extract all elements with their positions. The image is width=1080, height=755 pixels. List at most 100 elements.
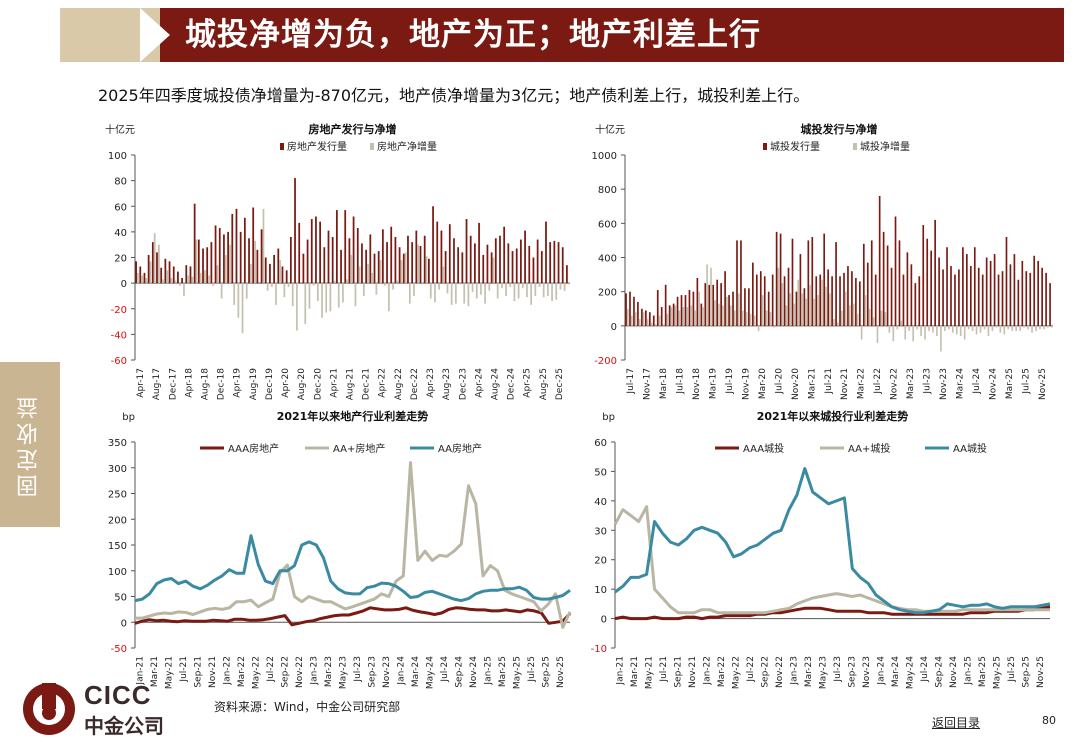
bar-net-increase — [666, 313, 669, 326]
x-tick-label: Dec-24 — [507, 368, 517, 400]
bar-net-increase — [250, 263, 252, 284]
bar-issuance — [369, 234, 372, 284]
bar-issuance — [532, 257, 535, 284]
x-tick-label: Nov-24 — [469, 656, 479, 688]
bar-net-increase — [329, 283, 332, 312]
bar-issuance — [652, 315, 655, 326]
bar-net-increase — [342, 283, 344, 303]
bar-issuance — [218, 228, 221, 284]
bar-net-increase — [438, 283, 441, 290]
bar-issuance — [843, 272, 845, 326]
bar-net-increase — [726, 296, 728, 326]
y-tick-label: 0 — [121, 279, 127, 290]
x-tick-label: Sep-24 — [454, 656, 464, 688]
bar-issuance — [819, 274, 822, 326]
bar-net-increase — [291, 283, 294, 307]
x-tick-label: Mar-20 — [758, 368, 768, 399]
bar-net-increase — [567, 283, 570, 285]
bar-net-increase — [785, 305, 788, 326]
bar-net-increase — [316, 283, 319, 302]
bar-net-increase — [1011, 325, 1014, 331]
bar-issuance — [712, 284, 715, 326]
bar-net-increase — [170, 278, 173, 284]
x-tick-label: Nov-25 — [1036, 656, 1046, 688]
x-tick-label: Jul-24 — [920, 656, 930, 683]
x-tick-label: Mar-21 — [150, 656, 160, 687]
bar-issuance — [465, 219, 468, 284]
bar-net-increase — [979, 325, 982, 333]
side-section-tab[interactable]: 固定收益 — [0, 362, 60, 527]
x-tick-label: Nov-21 — [208, 656, 218, 688]
x-tick-label: Nov-22 — [890, 368, 900, 400]
bar-net-increase — [337, 283, 340, 308]
bar-net-increase — [940, 325, 942, 352]
x-tick-label: Mar-23 — [804, 656, 814, 687]
bar-issuance — [528, 245, 531, 284]
x-tick-label: Apr-21 — [329, 368, 339, 398]
bar-issuance — [942, 269, 944, 326]
bar-issuance — [633, 296, 635, 326]
bar-net-increase — [492, 257, 495, 284]
x-tick-label: Nov-23 — [382, 656, 392, 688]
x-tick-label: Mar-25 — [498, 656, 508, 687]
x-tick-label: Jan-22 — [222, 656, 232, 686]
back-to-contents-link[interactable]: 返回目录 — [932, 716, 981, 730]
bar-net-increase — [718, 303, 720, 326]
bar-issuance — [260, 229, 263, 284]
bar-issuance — [748, 288, 750, 326]
bar-net-increase — [880, 310, 883, 326]
bar-issuance — [898, 240, 901, 326]
x-tick-label: Jul-23 — [923, 368, 933, 395]
cicc-logo-icon — [23, 683, 75, 735]
x-tick-label: Jan-23 — [789, 656, 799, 686]
x-tick-label: May-22 — [251, 656, 261, 689]
x-tick-label: Sep-21 — [673, 656, 683, 688]
series-line-2 — [134, 534, 571, 603]
bar-issuance — [386, 242, 388, 284]
bar-net-increase — [884, 312, 887, 326]
bar-issuance — [461, 252, 464, 284]
bar-net-increase — [191, 276, 194, 284]
bar-issuance — [993, 254, 996, 326]
bar-issuance — [499, 235, 501, 284]
bar-net-increase — [408, 283, 411, 304]
x-tick-label: May-25 — [512, 656, 522, 689]
bar-net-increase — [471, 283, 474, 293]
bar-net-increase — [245, 283, 248, 299]
y-tick-label: 60 — [594, 438, 607, 449]
bar-net-increase — [517, 283, 520, 299]
x-tick-label: Sep-25 — [1021, 656, 1031, 688]
y-tick-label: 250 — [108, 490, 127, 501]
bar-net-increase — [924, 325, 926, 340]
bar-net-increase — [321, 283, 323, 318]
bar-issuance — [515, 248, 518, 284]
bar-net-increase — [459, 283, 461, 285]
bar-issuance — [815, 276, 818, 326]
x-tick-label: Nov-24 — [949, 656, 959, 688]
bar-issuance — [319, 221, 322, 284]
bar-issuance — [914, 283, 917, 326]
bar-issuance — [524, 230, 526, 284]
bar-issuance — [688, 289, 691, 326]
bar-net-increase — [813, 298, 815, 326]
bar-issuance — [1001, 271, 1004, 326]
bar-net-increase — [551, 283, 553, 302]
x-tick-label: Mar-22 — [857, 368, 867, 399]
x-tick-label: Mar-25 — [1005, 368, 1015, 399]
bar-net-increase — [371, 272, 374, 284]
legend-label-net: 城投净增量 — [860, 140, 910, 153]
bar-net-increase — [904, 325, 907, 340]
bar-net-increase — [530, 283, 533, 305]
bar-issuance — [566, 265, 568, 284]
y-tick-label: 300 — [108, 464, 127, 475]
x-tick-label: Nov-21 — [840, 368, 850, 400]
bar-net-increase — [521, 283, 524, 289]
chart-unit-label: bp — [602, 412, 615, 423]
bar-net-increase — [496, 283, 499, 299]
bar-net-increase — [266, 283, 269, 291]
x-tick-label: Jul-24 — [440, 656, 450, 683]
bar-net-increase — [446, 283, 449, 294]
bar-issuance — [934, 219, 936, 326]
bar-net-increase — [662, 324, 665, 326]
x-tick-label: Sep-25 — [541, 656, 551, 688]
